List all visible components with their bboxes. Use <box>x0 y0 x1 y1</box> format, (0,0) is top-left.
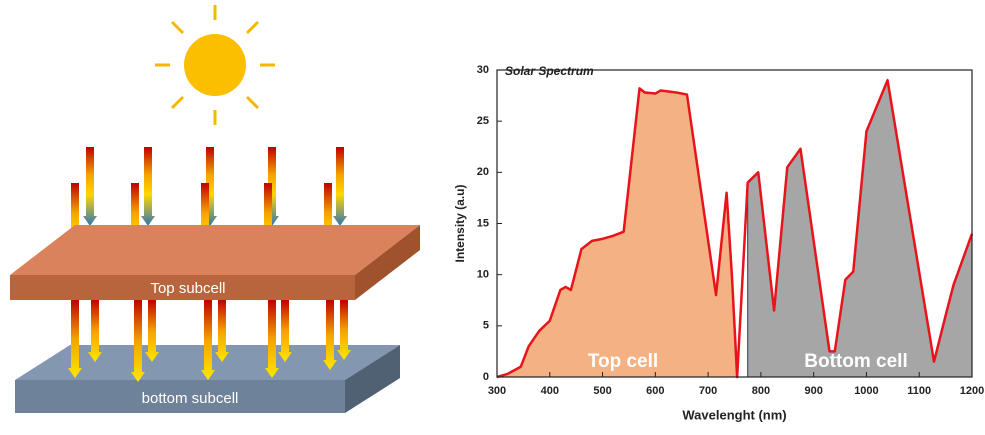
x-tick-label: 600 <box>646 385 664 397</box>
region-label: Top cell <box>588 351 658 372</box>
y-tick-label: 0 <box>483 371 489 383</box>
light-arrow <box>88 300 102 362</box>
region-label: Bottom cell <box>804 351 907 372</box>
y-tick-label: 10 <box>477 269 489 281</box>
y-tick-label: 5 <box>483 320 489 332</box>
x-tick-label: 900 <box>804 385 822 397</box>
light-arrow <box>337 300 351 360</box>
x-tick-label: 300 <box>488 385 506 397</box>
x-tick-label: 400 <box>541 385 559 397</box>
y-tick-label: 20 <box>477 166 489 178</box>
diagram: Top subcell bottom subcell <box>10 5 420 413</box>
top-subcell: Top subcell <box>10 225 420 300</box>
x-tick-label: 1200 <box>960 385 984 397</box>
x-tick-label: 1100 <box>907 385 931 397</box>
light-arrow <box>333 147 347 226</box>
light-arrow <box>145 300 159 362</box>
chart-title: Solar Spectrum <box>505 64 594 78</box>
light-arrow <box>278 300 292 362</box>
x-tick-label: 1000 <box>854 385 878 397</box>
x-tick-label: 800 <box>752 385 770 397</box>
sun <box>155 5 275 125</box>
top-subcell-label: Top subcell <box>150 280 225 297</box>
light-arrow <box>141 147 155 226</box>
figure: Top subcell bottom subcell 3004005006007… <box>0 0 985 430</box>
x-axis-label: Wavelenght (nm) <box>682 407 786 422</box>
y-tick-label: 30 <box>477 64 489 76</box>
area-fill <box>497 88 737 377</box>
bottom-subcell-label: bottom subcell <box>142 390 239 407</box>
x-tick-label: 500 <box>593 385 611 397</box>
light-arrow <box>215 300 229 362</box>
y-tick-label: 25 <box>477 115 489 127</box>
light-arrow <box>83 147 97 226</box>
x-tick-label: 700 <box>699 385 717 397</box>
y-axis-label: Intensity (a.u) <box>453 184 467 262</box>
chart: 300 400 500 600 700 800 900 1000 1100 1200 0 5 10 15 2… <box>453 64 984 423</box>
y-tick-label: 15 <box>477 217 489 229</box>
page: {"diagram": {"top_label": "Top subcell",… <box>0 0 985 435</box>
